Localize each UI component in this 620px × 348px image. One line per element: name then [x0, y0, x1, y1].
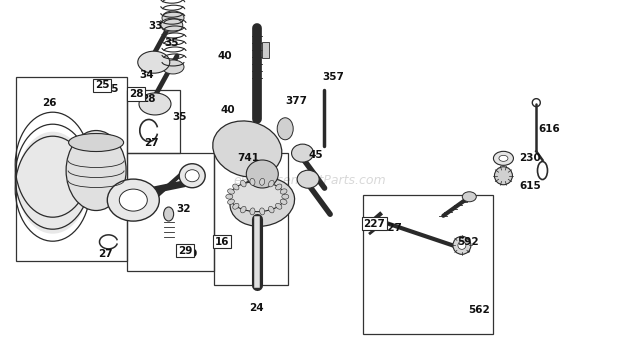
Circle shape [458, 242, 466, 249]
Text: 25: 25 [104, 84, 118, 94]
Text: 35: 35 [172, 112, 187, 121]
Ellipse shape [107, 179, 159, 221]
Ellipse shape [291, 144, 314, 162]
Text: 27: 27 [98, 249, 113, 259]
Text: 16: 16 [218, 240, 232, 250]
Text: 35: 35 [164, 39, 179, 48]
Ellipse shape [226, 194, 232, 199]
Ellipse shape [230, 178, 294, 226]
Ellipse shape [250, 179, 255, 185]
Ellipse shape [241, 180, 246, 187]
Text: 377: 377 [285, 96, 307, 106]
Ellipse shape [164, 207, 174, 221]
Text: 741: 741 [237, 153, 259, 163]
Ellipse shape [119, 189, 148, 211]
Ellipse shape [250, 208, 255, 215]
Text: 40: 40 [220, 105, 235, 114]
Text: 24: 24 [249, 303, 264, 313]
Ellipse shape [66, 130, 126, 211]
Ellipse shape [228, 199, 234, 204]
Text: 33: 33 [149, 21, 163, 31]
Text: 28: 28 [141, 94, 156, 104]
Text: 227: 227 [363, 219, 385, 229]
Bar [214, 153, 288, 285]
Text: 227: 227 [380, 223, 402, 233]
Ellipse shape [246, 160, 278, 188]
Ellipse shape [463, 192, 476, 202]
Ellipse shape [260, 179, 265, 185]
Bar [363, 195, 493, 334]
Ellipse shape [232, 203, 239, 209]
Ellipse shape [17, 132, 89, 234]
Ellipse shape [232, 184, 239, 190]
Bar [262, 42, 269, 58]
Ellipse shape [69, 134, 123, 151]
Text: 230: 230 [520, 153, 541, 163]
Text: 615: 615 [520, 181, 541, 191]
Text: 16: 16 [215, 237, 229, 247]
Ellipse shape [139, 93, 171, 115]
Ellipse shape [185, 170, 199, 182]
Text: eReplacementParts.com: eReplacementParts.com [234, 174, 386, 188]
Text: 45: 45 [309, 150, 324, 160]
Bar [127, 90, 180, 153]
Text: 357: 357 [322, 72, 344, 81]
Ellipse shape [276, 203, 282, 209]
Ellipse shape [138, 51, 170, 73]
Ellipse shape [280, 189, 287, 194]
Circle shape [494, 167, 513, 185]
Ellipse shape [260, 208, 265, 215]
Ellipse shape [280, 199, 287, 204]
Ellipse shape [282, 194, 289, 199]
Bar [16, 77, 127, 261]
Ellipse shape [499, 155, 508, 161]
Ellipse shape [268, 206, 274, 213]
Ellipse shape [241, 206, 246, 213]
Text: 592: 592 [457, 237, 479, 247]
Text: 28: 28 [129, 89, 143, 99]
Ellipse shape [179, 164, 205, 188]
Text: 25: 25 [95, 80, 109, 90]
Ellipse shape [213, 121, 282, 177]
Text: 616: 616 [538, 124, 560, 134]
Ellipse shape [276, 184, 282, 190]
Ellipse shape [162, 11, 184, 25]
Ellipse shape [230, 182, 285, 212]
Ellipse shape [161, 18, 183, 32]
Bar [127, 153, 214, 271]
Text: 27: 27 [144, 138, 159, 148]
Text: 26: 26 [42, 98, 56, 108]
Ellipse shape [228, 189, 234, 194]
Text: 29: 29 [184, 249, 198, 259]
Circle shape [453, 236, 471, 254]
Ellipse shape [494, 151, 513, 165]
Ellipse shape [277, 118, 293, 140]
Text: 29: 29 [178, 246, 192, 255]
Ellipse shape [297, 170, 319, 188]
Text: 562: 562 [468, 305, 490, 315]
Text: 34: 34 [140, 70, 154, 80]
Text: 40: 40 [217, 51, 232, 61]
Ellipse shape [162, 60, 184, 74]
Text: 32: 32 [177, 204, 191, 214]
Ellipse shape [268, 180, 274, 187]
